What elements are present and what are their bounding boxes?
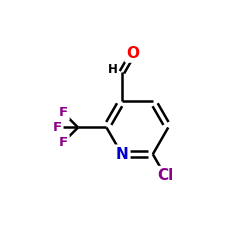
Text: F: F xyxy=(58,136,68,149)
Text: N: N xyxy=(116,147,128,162)
Text: F: F xyxy=(52,121,62,134)
Text: O: O xyxy=(126,46,140,60)
Text: F: F xyxy=(58,106,68,119)
Text: Cl: Cl xyxy=(157,168,173,183)
Text: H: H xyxy=(108,63,118,76)
